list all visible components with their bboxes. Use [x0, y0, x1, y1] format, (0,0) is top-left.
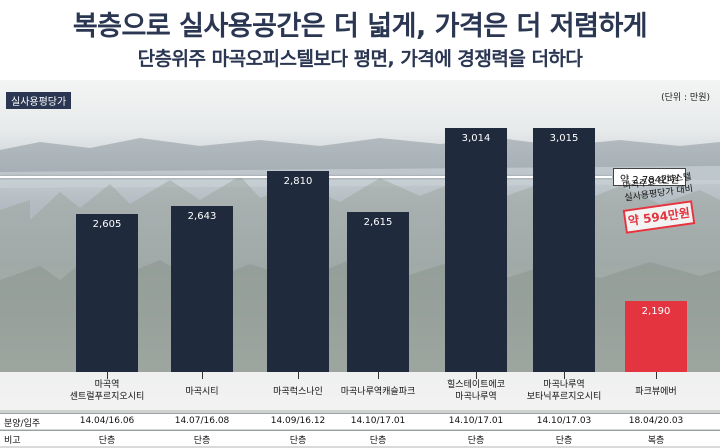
category-label: 파크뷰에버: [635, 387, 677, 397]
axis-tick: [298, 372, 299, 379]
table-cell: 14.10/17.03: [536, 416, 592, 426]
axis-tick: [656, 372, 657, 379]
axis-tick: [476, 372, 477, 379]
table-cell: 단층: [193, 436, 211, 446]
bar-value-label: 3,014: [461, 133, 491, 145]
table-cell: 14.04/16.06: [79, 416, 135, 426]
axis-tick: [202, 372, 203, 379]
bar-value-label: 2,615: [363, 216, 393, 228]
table-cell: 단층: [555, 436, 573, 446]
table-cell: 복층: [647, 436, 665, 446]
axis-tick: [564, 372, 565, 379]
row-label: 비고: [4, 436, 21, 446]
bar-value-label: 2,643: [187, 211, 217, 223]
y-axis-label: 실사용평당가: [6, 92, 72, 109]
table-cell: 단층: [289, 436, 307, 446]
table-cell: 14.10/17.01: [350, 416, 406, 426]
bar-value-label: 2,190: [641, 305, 671, 317]
axis-tick: [378, 372, 379, 379]
category-label: 마곡나루역캐슬파크: [340, 387, 416, 397]
table-cell: 단층: [98, 436, 116, 446]
bar-5: [445, 128, 507, 372]
category-label: 마곡럭스나인: [273, 387, 323, 397]
page-title: 복층으로 실사용공간은 더 넓게, 가격은 더 저렴하게: [72, 11, 648, 42]
bar-1: [76, 214, 138, 372]
category-label: 마곡나루역 보타닉푸르지오시티: [526, 380, 602, 402]
bar-4: [347, 211, 409, 372]
table-cell: 18.04/20.03: [628, 416, 684, 426]
header: 복층으로 실사용공간은 더 넓게, 가격은 더 저렴하게 단층위주 마곡오피스텔…: [0, 0, 720, 80]
bar-6: [533, 128, 595, 372]
bar-7: [625, 300, 687, 372]
category-label: 마곡시티: [185, 387, 219, 397]
table-row: 비고 단층 단층 단층 단층 단층 단층 복층: [0, 430, 720, 446]
bar-value-label: 3,015: [549, 133, 579, 145]
category-axis: [0, 372, 720, 410]
table-cell: 14.09/16.12: [270, 416, 326, 426]
chart-area: 실사용평당가 (단위 : 만원) 약 2,784만원 마곡주요 오피스텔 실사용…: [0, 80, 720, 448]
category-label: 힐스테이트에코 마곡나루역: [447, 380, 505, 402]
table-cell: 단층: [369, 436, 387, 446]
table-cell: 14.10/17.01: [448, 416, 504, 426]
axis-tick: [107, 372, 108, 379]
reference-line-label: 약 2,784만원: [613, 167, 687, 186]
table-row: 분양/입주 14.04/16.06 14.07/16.08 14.09/16.12 1…: [0, 413, 720, 429]
bar-value-label: 2,605: [92, 219, 122, 231]
table-cell: 14.07/16.08: [174, 416, 230, 426]
bar-2: [171, 206, 233, 372]
unit-note: (단위 : 만원): [661, 93, 710, 103]
row-label: 분양/입주: [4, 419, 41, 429]
page-subtitle: 단층위주 마곡오피스텔보다 평면, 가격에 경쟁력을 더하다: [137, 48, 583, 70]
bar-3: [267, 171, 329, 372]
table-cell: 단층: [467, 436, 485, 446]
bar-value-label: 2,810: [283, 176, 313, 188]
category-label: 마곡역 센트럴푸르지오시티: [69, 380, 145, 402]
